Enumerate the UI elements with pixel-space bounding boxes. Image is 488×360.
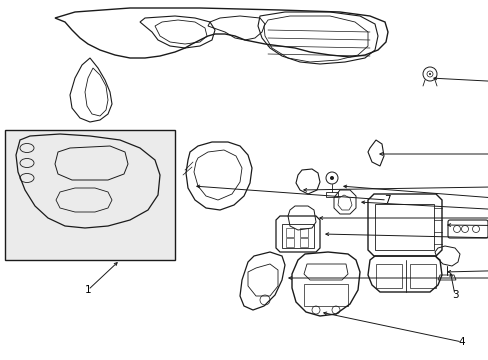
Circle shape — [329, 176, 333, 180]
Text: 4: 4 — [458, 337, 465, 347]
Bar — [299, 238, 307, 247]
Bar — [299, 228, 307, 237]
Bar — [285, 238, 293, 247]
Bar — [5, 130, 175, 260]
Text: 7: 7 — [383, 195, 389, 205]
Text: 1: 1 — [84, 285, 91, 295]
Text: 3: 3 — [451, 290, 457, 300]
Bar — [285, 228, 293, 237]
Circle shape — [428, 73, 430, 75]
